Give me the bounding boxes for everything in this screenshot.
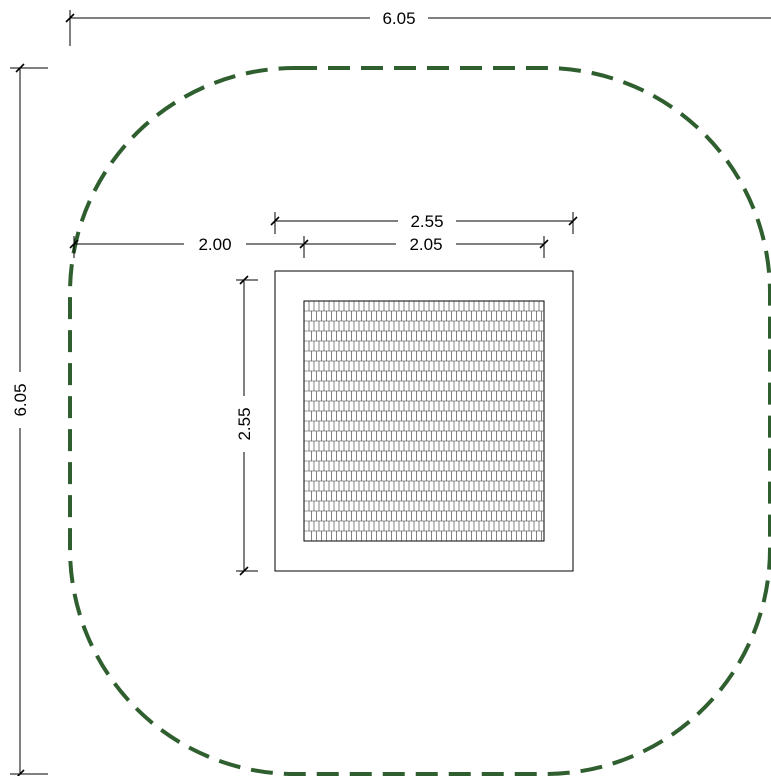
grate-hatch	[304, 301, 544, 541]
safety-zone-boundary	[68, 66, 771, 776]
grate-width-label: 2.05	[409, 235, 442, 254]
dimension-overall-height: 6.05	[10, 63, 48, 776]
dimension-frame-width: 2.55	[270, 212, 578, 234]
overall-width-label: 6.05	[382, 9, 415, 28]
outer-frame	[274, 270, 574, 572]
grate-area	[303, 300, 545, 542]
offset-left-label: 2.00	[198, 235, 231, 254]
dimension-overall-width: 6.05	[65, 9, 771, 46]
dimension-grate-width: 2.05	[303, 235, 549, 258]
overall-height-label: 6.05	[11, 383, 30, 416]
frame-width-label: 2.55	[410, 212, 443, 231]
frame-height-label: 2.55	[235, 407, 254, 440]
dimension-offset-left: 2.00	[69, 235, 309, 258]
dimension-frame-height: 2.55	[235, 275, 258, 576]
